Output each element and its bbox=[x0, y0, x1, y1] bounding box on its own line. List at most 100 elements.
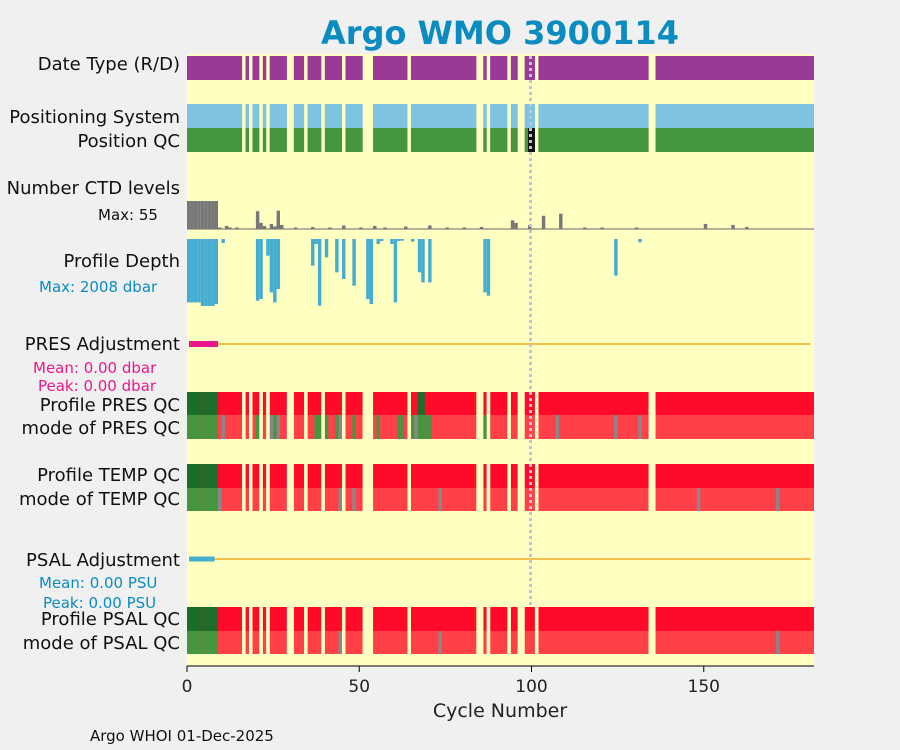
profile-temp-qc-good bbox=[204, 464, 208, 488]
ctd-level-bar bbox=[190, 201, 194, 229]
mode-temp-qc-grey bbox=[338, 488, 343, 511]
mode-pres-qc-grey bbox=[555, 415, 560, 439]
mode-pres-qc-good bbox=[483, 415, 487, 439]
profile-temp-qc-good bbox=[197, 464, 201, 488]
profile-temp-qc-good bbox=[193, 464, 198, 488]
missing-cycle-gap bbox=[486, 464, 491, 511]
ctd-level-bar bbox=[703, 223, 708, 229]
data-type-bar-segment bbox=[373, 56, 408, 80]
profile-depth-bar bbox=[317, 239, 322, 306]
x-axis: 0 50 100 150 bbox=[182, 665, 814, 697]
mode-temp-qc-bar-segment bbox=[252, 488, 260, 511]
mode-temp-qc-good bbox=[204, 488, 208, 511]
data-type-bar-segment bbox=[187, 56, 243, 80]
ctd-level-bar bbox=[204, 201, 208, 229]
ctd-level-bar bbox=[200, 201, 205, 229]
position-qc-bar-segment bbox=[324, 128, 343, 152]
profile-pres-qc-bar-segment bbox=[490, 392, 508, 415]
data-type-bar-segment bbox=[510, 56, 518, 80]
mode-pres-qc-bar-segment bbox=[524, 415, 535, 439]
mode-pres-qc-good bbox=[211, 415, 215, 439]
profile-psal-qc-bar-segment bbox=[483, 607, 487, 631]
positioning-system-bar-segment bbox=[293, 104, 305, 128]
profile-pres-qc-bar-segment bbox=[345, 392, 363, 415]
profile-depth-bar bbox=[369, 239, 374, 305]
x-tick-label: 0 bbox=[182, 677, 193, 697]
position-qc-bar-segment bbox=[293, 128, 305, 152]
mode-psal-qc-good bbox=[211, 631, 215, 654]
missing-cycle-gap bbox=[648, 464, 653, 511]
mode-psal-qc-bar-segment bbox=[510, 631, 518, 654]
mode-temp-qc-good bbox=[200, 488, 205, 511]
profile-temp-qc-bar-segment bbox=[269, 464, 287, 488]
profile-depth-bar bbox=[269, 239, 274, 293]
mode-psal-qc-grey bbox=[338, 631, 343, 654]
row-label-positioning-system: Positioning System bbox=[9, 107, 180, 128]
missing-cycle-gap bbox=[362, 464, 367, 511]
mode-temp-qc-good bbox=[197, 488, 201, 511]
positioning-system-bar-segment bbox=[410, 104, 477, 128]
mode-temp-qc-bar-segment bbox=[373, 488, 408, 511]
profile-psal-qc-bar-segment bbox=[373, 607, 408, 631]
profile-psal-qc-good bbox=[211, 607, 215, 631]
profile-temp-qc-bar-segment bbox=[655, 464, 814, 488]
profile-depth-bar bbox=[255, 239, 260, 301]
mode-psal-qc-bar-segment bbox=[538, 631, 649, 654]
mode-pres-qc-good bbox=[410, 415, 415, 439]
row-label-profile-depth: Profile Depth bbox=[63, 251, 180, 272]
ctd-level-bar bbox=[634, 227, 639, 229]
profile-depth-bar bbox=[486, 239, 491, 296]
mode-psal-qc-good bbox=[193, 631, 198, 654]
mode-psal-qc-bar-segment bbox=[324, 631, 343, 654]
profile-depth-bar bbox=[200, 239, 205, 306]
profile-pres-qc-bar-segment bbox=[245, 392, 250, 415]
data-type-bar-segment bbox=[269, 56, 287, 80]
data-type-bar-segment bbox=[324, 56, 343, 80]
mode-pres-qc-good bbox=[197, 415, 201, 439]
mode-temp-qc-bar-segment bbox=[307, 488, 322, 511]
row-label-profile-pres-qc: Profile PRES QC bbox=[40, 395, 180, 416]
missing-cycle-gap bbox=[304, 607, 308, 654]
mode-psal-qc-bar-segment bbox=[373, 631, 408, 654]
ctd-level-bar bbox=[193, 201, 198, 229]
missing-cycle-gap bbox=[507, 464, 511, 511]
profile-depth-bar bbox=[193, 239, 198, 303]
profile-temp-qc-bar-segment bbox=[538, 464, 649, 488]
missing-cycle-gap bbox=[476, 464, 480, 511]
missing-cycle-gap bbox=[369, 392, 374, 439]
position-qc-bar-segment bbox=[538, 128, 649, 152]
profile-psal-qc-bar-segment bbox=[324, 607, 343, 631]
missing-cycle-gap bbox=[479, 464, 484, 511]
mode-psal-qc-good bbox=[204, 631, 208, 654]
mode-pres-qc-good bbox=[421, 415, 425, 439]
mode-temp-qc-bar-segment bbox=[245, 488, 250, 511]
ctd-level-bar bbox=[262, 225, 267, 229]
mode-pres-qc-grey bbox=[638, 415, 642, 439]
profile-pres-qc-good bbox=[204, 392, 208, 415]
missing-cycle-gap bbox=[266, 392, 270, 439]
row-label-position-qc: Position QC bbox=[77, 131, 180, 152]
row-label-mode-temp-qc: mode of TEMP QC bbox=[19, 489, 180, 510]
ctd-level-bar bbox=[280, 224, 284, 229]
profile-pres-qc-good bbox=[214, 392, 219, 415]
profile-depth-bar bbox=[352, 239, 356, 286]
mode-psal-qc-good bbox=[187, 631, 191, 654]
profile-psal-qc-bar-segment bbox=[345, 607, 363, 631]
positioning-system-bar-segment bbox=[187, 104, 243, 128]
ctd-level-bar bbox=[479, 226, 484, 229]
pres-peak-label: Peak: 0.00 dbar bbox=[38, 377, 157, 395]
ctd-level-bar bbox=[559, 213, 563, 229]
row-label-psal-adjustment: PSAL Adjustment bbox=[26, 550, 180, 571]
footer-text: Argo WHOI 01-Dec-2025 bbox=[90, 727, 274, 745]
mode-temp-qc-bar-segment bbox=[490, 488, 508, 511]
missing-cycle-gap bbox=[286, 607, 291, 654]
ctd-level-bar bbox=[224, 225, 229, 229]
mode-pres-qc-grey bbox=[338, 415, 343, 439]
mode-psal-qc-good bbox=[200, 631, 205, 654]
positioning-system-bar-segment bbox=[510, 104, 518, 128]
profile-depth-bar bbox=[366, 239, 370, 300]
profile-temp-qc-bar-segment bbox=[345, 464, 363, 488]
missing-cycle-gap bbox=[407, 607, 411, 654]
psal-peak-label: Peak: 0.00 PSU bbox=[43, 594, 156, 612]
mode-psal-qc-grey bbox=[776, 631, 780, 654]
